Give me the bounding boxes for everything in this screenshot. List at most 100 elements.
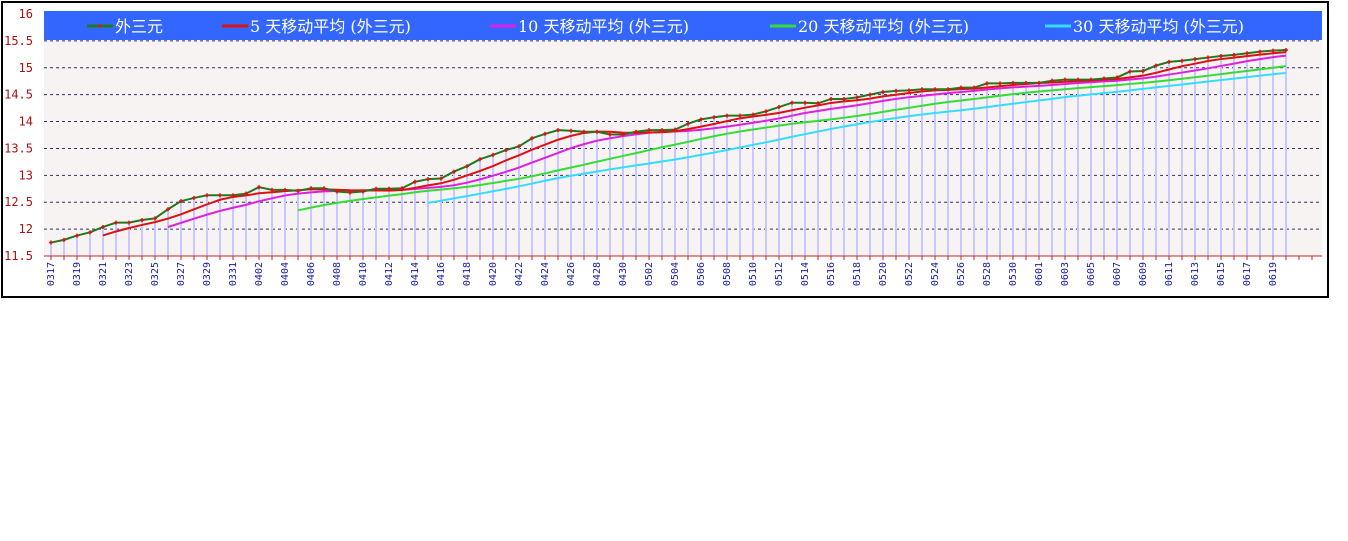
data-point-marker [231, 193, 235, 198]
x-tick-label: 0611 [1164, 262, 1175, 286]
data-point-marker [569, 128, 573, 133]
x-tick-label: 0317 [46, 262, 57, 286]
data-point-marker [218, 193, 222, 198]
x-tick-label: 0502 [644, 262, 655, 286]
legend-item: 10 天移动平均 (外三元) [490, 17, 689, 36]
data-point-marker [491, 152, 495, 157]
x-tick-label: 0414 [410, 262, 421, 286]
data-point-marker [829, 96, 833, 101]
plot-area [44, 14, 1322, 256]
y-tick-label: 12.5 [4, 195, 33, 209]
x-tick-label: 0520 [878, 262, 889, 286]
y-tick-label: 13.5 [4, 141, 33, 155]
data-point-marker [907, 88, 911, 93]
series-line-0 [50, 49, 1287, 244]
x-tick-label: 0319 [72, 262, 83, 286]
data-point-marker [49, 240, 53, 245]
data-point-marker [673, 127, 677, 132]
x-tick-label: 0323 [124, 262, 135, 286]
x-tick-label: 0327 [176, 262, 187, 286]
legend-item: 20 天移动平均 (外三元) [770, 17, 969, 36]
data-point-marker [114, 220, 118, 225]
axes: 11.5 12 12.5 13 13.5 14 14.5 15 15.5 16 0317 0319 03… [4, 7, 1322, 286]
data-point-marker [1102, 76, 1106, 81]
data-point-marker [582, 129, 586, 134]
x-tick-label: 0329 [202, 262, 213, 286]
x-tick-label: 0516 [826, 262, 837, 286]
data-point-marker [855, 95, 859, 100]
x-tick-label: 0512 [774, 262, 785, 286]
data-point-marker [985, 81, 989, 86]
legend-band [44, 11, 1322, 40]
data-point-marker [881, 89, 885, 94]
x-tick-label: 0418 [462, 262, 473, 286]
x-tick-label: 0508 [722, 262, 733, 286]
data-point-marker [790, 100, 794, 105]
x-tick-label: 0524 [930, 262, 941, 286]
data-point-marker [1050, 78, 1054, 83]
data-point-marker [322, 186, 326, 191]
data-point-marker [712, 115, 716, 120]
data-point-marker [543, 131, 547, 136]
legend-label: 30 天移动平均 (外三元) [1073, 17, 1244, 36]
x-tick-label: 0426 [566, 262, 577, 286]
data-point-marker [75, 233, 79, 238]
x-tick-label: 0526 [956, 262, 967, 286]
data-point-marker [595, 129, 599, 134]
data-point-marker [738, 113, 742, 118]
data-point-marker [1258, 49, 1262, 54]
data-point-marker [192, 195, 196, 200]
data-point-marker [803, 100, 807, 105]
data-point-marker [127, 220, 131, 225]
legend-label: 外三元 [115, 17, 163, 36]
data-point-marker [1206, 55, 1210, 60]
series-line-4 [427, 71, 1287, 204]
x-tick-label: 0321 [98, 262, 109, 286]
data-point-marker [283, 187, 287, 192]
data-point-marker [1167, 59, 1171, 64]
data-point-marker [153, 216, 157, 221]
data-point-marker [1089, 77, 1093, 82]
data-point-marker [751, 112, 755, 117]
data-point-marker [140, 217, 144, 222]
data-point-marker [868, 92, 872, 97]
x-tick-label: 0603 [1060, 262, 1071, 286]
data-point-marker [296, 188, 300, 193]
data-point-marker [725, 113, 729, 118]
data-point-marker [1076, 77, 1080, 82]
y-tick-label: 13 [19, 168, 33, 182]
data-point-marker [413, 179, 417, 184]
x-tick-label: 0428 [592, 262, 603, 286]
x-tick-label: 0506 [696, 262, 707, 286]
x-tick-label: 0408 [332, 262, 343, 286]
x-tick-label: 0617 [1242, 262, 1253, 286]
data-point-marker [699, 117, 703, 122]
x-tick-label: 0430 [618, 262, 629, 286]
x-tick-label: 0510 [748, 262, 759, 286]
legend-label: 20 天移动平均 (外三元) [798, 17, 969, 36]
data-point-marker [517, 144, 521, 149]
data-point-marker [101, 224, 105, 229]
data-point-marker [439, 176, 443, 181]
y-tick-label: 15 [19, 61, 33, 75]
data-point-marker [478, 157, 482, 162]
legend-marker [98, 24, 102, 28]
y-tick-label: 14 [19, 115, 33, 129]
y-tick-label: 12 [19, 222, 33, 236]
data-point-marker [1271, 48, 1275, 53]
data-point-marker [244, 191, 248, 196]
x-tick-label: 0528 [982, 262, 993, 286]
data-point-marker [1219, 53, 1223, 58]
y-tick-label: 14.5 [4, 88, 33, 102]
x-tick-label: 0424 [540, 262, 551, 286]
x-tick-label: 0410 [358, 262, 369, 286]
data-point-marker [179, 199, 183, 204]
data-point-marker [1193, 57, 1197, 62]
x-tick-label: 0615 [1216, 262, 1227, 286]
legend-item: 5 天移动平均 (外三元) [222, 17, 411, 36]
data-point-marker [1154, 63, 1158, 68]
data-point-marker [608, 132, 612, 137]
data-point-marker [764, 109, 768, 114]
data-point-marker [348, 190, 352, 195]
